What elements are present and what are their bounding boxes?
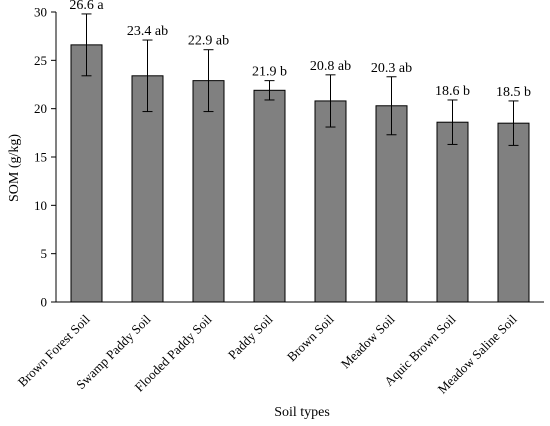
bar xyxy=(192,80,225,303)
data-label: 21.9 b xyxy=(252,65,287,80)
data-label: 23.4 ab xyxy=(127,24,168,39)
x-tick-label: Meadow Soil xyxy=(338,311,398,371)
y-tick-label: 20 xyxy=(34,101,47,116)
bar xyxy=(497,122,530,303)
y-tick-label: 15 xyxy=(34,150,47,165)
y-tick-label: 30 xyxy=(34,5,47,20)
data-label: 18.5 b xyxy=(496,85,531,100)
y-tick-label: 0 xyxy=(41,295,48,310)
data-label: 22.9 ab xyxy=(188,34,229,49)
x-axis-label: Soil types xyxy=(274,405,330,420)
bar xyxy=(70,44,103,303)
x-tick-label: Paddy Soil xyxy=(225,311,276,362)
data-label: 18.6 b xyxy=(435,84,470,99)
y-tick-label: 5 xyxy=(41,246,48,261)
y-axis-label: SOM (g/kg) xyxy=(7,134,22,202)
data-label: 20.3 ab xyxy=(371,61,412,76)
data-label: 20.8 ab xyxy=(310,59,351,74)
bar xyxy=(314,100,347,303)
data-label: 26.6 a xyxy=(69,0,104,13)
y-tick-label: 25 xyxy=(34,53,47,68)
x-tick-label: Brown Soil xyxy=(284,311,337,364)
y-tick-label: 10 xyxy=(34,198,47,213)
bar xyxy=(436,121,469,303)
bar xyxy=(253,89,286,303)
bar xyxy=(131,75,164,303)
bar xyxy=(375,105,408,303)
